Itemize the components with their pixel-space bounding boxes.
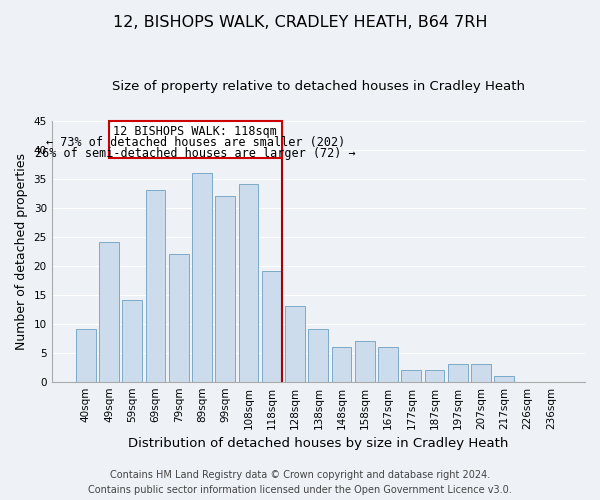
Bar bbox=[448, 364, 468, 382]
Text: 12, BISHOPS WALK, CRADLEY HEATH, B64 7RH: 12, BISHOPS WALK, CRADLEY HEATH, B64 7RH bbox=[113, 15, 487, 30]
Title: Size of property relative to detached houses in Cradley Heath: Size of property relative to detached ho… bbox=[112, 80, 525, 93]
Bar bbox=[285, 306, 305, 382]
Bar bbox=[262, 272, 282, 382]
Bar bbox=[378, 347, 398, 382]
Y-axis label: Number of detached properties: Number of detached properties bbox=[15, 152, 28, 350]
Bar bbox=[169, 254, 188, 382]
Bar bbox=[425, 370, 445, 382]
Bar bbox=[308, 330, 328, 382]
Text: ← 73% of detached houses are smaller (202): ← 73% of detached houses are smaller (20… bbox=[46, 136, 345, 149]
Bar bbox=[332, 347, 352, 382]
Bar bbox=[215, 196, 235, 382]
Text: 12 BISHOPS WALK: 118sqm: 12 BISHOPS WALK: 118sqm bbox=[113, 125, 277, 138]
Bar bbox=[471, 364, 491, 382]
Bar bbox=[401, 370, 421, 382]
Text: Contains HM Land Registry data © Crown copyright and database right 2024.
Contai: Contains HM Land Registry data © Crown c… bbox=[88, 470, 512, 495]
Bar bbox=[146, 190, 166, 382]
Bar bbox=[192, 173, 212, 382]
Bar bbox=[99, 242, 119, 382]
Bar bbox=[355, 341, 375, 382]
Text: 26% of semi-detached houses are larger (72) →: 26% of semi-detached houses are larger (… bbox=[35, 147, 356, 160]
FancyBboxPatch shape bbox=[109, 120, 282, 158]
Bar bbox=[239, 184, 259, 382]
Bar bbox=[76, 330, 95, 382]
X-axis label: Distribution of detached houses by size in Cradley Heath: Distribution of detached houses by size … bbox=[128, 437, 509, 450]
Bar bbox=[494, 376, 514, 382]
Bar bbox=[122, 300, 142, 382]
